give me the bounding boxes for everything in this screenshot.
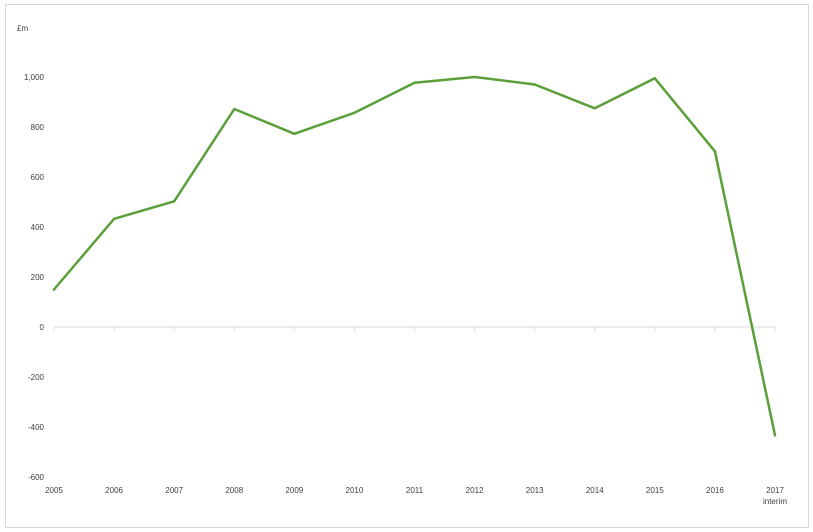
- y-axis-ticks: 1,000 800 600 400 200 0 -200 -400 -600: [24, 73, 45, 482]
- x-tick-label: 2011: [406, 486, 424, 495]
- x-tick-label: 2009: [285, 486, 303, 495]
- x-tick-label: 2006: [105, 486, 123, 495]
- x-tick-label: 2008: [225, 486, 243, 495]
- y-axis-unit-label: £m: [17, 24, 28, 33]
- x-tick-sublabel: interim: [763, 497, 787, 506]
- data-point: [473, 75, 476, 79]
- data-point: [52, 288, 56, 291]
- data-point: [353, 111, 356, 114]
- y-tick-label: -600: [28, 473, 45, 482]
- y-tick-label: 0: [40, 323, 45, 332]
- y-tick-label: 800: [31, 123, 45, 132]
- x-tick-label: 2016: [706, 486, 724, 495]
- x-tick-label: 2012: [466, 486, 484, 495]
- data-point: [112, 217, 116, 220]
- data-point: [653, 77, 657, 80]
- data-point: [172, 200, 176, 203]
- x-tick-label: 2013: [526, 486, 544, 495]
- y-tick-label: 600: [31, 173, 45, 182]
- y-tick-label: -200: [28, 373, 45, 382]
- series-line: [52, 75, 777, 437]
- x-tick-label: 2007: [165, 486, 183, 495]
- y-tick-label: 400: [31, 223, 45, 232]
- y-tick-label: 200: [31, 273, 45, 282]
- data-point: [773, 434, 777, 437]
- data-point: [533, 83, 536, 86]
- data-point: [713, 150, 717, 153]
- data-point: [293, 132, 296, 135]
- data-point: [593, 107, 596, 110]
- x-axis-ticks: 2005 2006 2007 2008 2009 2010 2011 2012 2013 2014…: [45, 327, 787, 506]
- x-tick-label: 2015: [646, 486, 664, 495]
- data-point: [233, 107, 236, 111]
- series-layer: [52, 75, 777, 437]
- chart-frame: [5, 4, 809, 528]
- y-tick-label: 1,000: [24, 73, 45, 82]
- x-tick-label: 2010: [346, 486, 364, 495]
- x-tick-label: 2017: [766, 486, 784, 495]
- x-tick-label: 2014: [586, 486, 604, 495]
- y-tick-label: -400: [28, 423, 45, 432]
- x-tick-label: 2005: [45, 486, 63, 495]
- data-point: [413, 81, 416, 84]
